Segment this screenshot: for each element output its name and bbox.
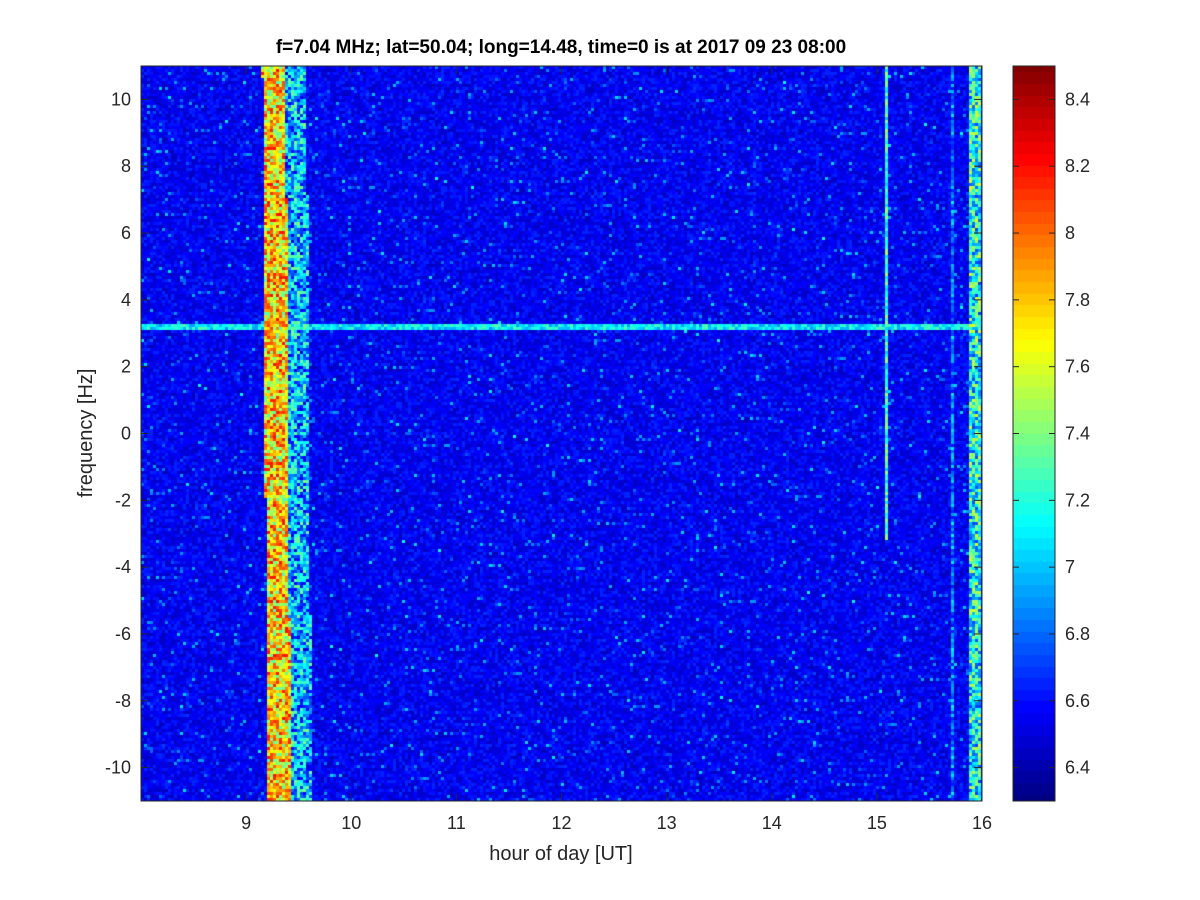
- y-tick-label: -6: [115, 624, 131, 644]
- y-tick-label: -8: [115, 691, 131, 711]
- colorbar-tick-label: 8.4: [1065, 89, 1090, 109]
- colorbar-tick-label: 6.8: [1065, 624, 1090, 644]
- spectrogram-plot: [140, 65, 983, 802]
- y-tick-label: 6: [121, 223, 131, 243]
- heatmap-canvas: [141, 66, 982, 801]
- colorbar-tick-label: 7.4: [1065, 424, 1090, 444]
- x-tick-label: 10: [341, 813, 361, 833]
- x-tick-label: 11: [447, 813, 466, 833]
- colorbar-tick-label: 6.6: [1065, 691, 1090, 711]
- x-tick-label: 9: [241, 813, 251, 833]
- y-tick-label: 2: [121, 357, 131, 377]
- x-tick-label: 16: [972, 813, 992, 833]
- heatmap-image: [141, 66, 982, 801]
- y-tick-label: -10: [105, 758, 131, 778]
- x-axis-label: hour of day [UT]: [489, 843, 632, 865]
- y-tick-label: -2: [115, 490, 131, 510]
- y-tick-label: 8: [121, 156, 131, 176]
- x-tick-label: 15: [867, 813, 887, 833]
- colorbar-tick-label: 7.8: [1065, 290, 1090, 310]
- colorbar: 6.4 6.6 6.8 7 7.2 7.4 7.6 7.8 8 8.2 8.4: [1012, 65, 1090, 802]
- x-tick-label: 12: [551, 813, 571, 833]
- x-tick-label: 14: [762, 813, 782, 833]
- x-axis: 9 10 11 12 13 14 15 16: [241, 66, 992, 833]
- colorbar-gradient: [1013, 66, 1055, 801]
- colorbar-tick-label: 7.2: [1065, 490, 1090, 510]
- x-tick-label: 13: [657, 813, 677, 833]
- chart-title: f=7.04 MHz; lat=50.04; long=14.48, time=…: [276, 37, 846, 58]
- y-tick-label: -4: [115, 557, 131, 577]
- y-axis: -10 -8 -6 -4 -2 0 2 4 6 8 10: [105, 89, 982, 778]
- y-tick-label: 4: [121, 290, 131, 310]
- y-tick-label: 0: [121, 424, 131, 444]
- y-axis-label: frequency [Hz]: [75, 369, 97, 498]
- colorbar-canvas: [1013, 66, 1055, 801]
- colorbar-tick-label: 7.6: [1065, 357, 1090, 377]
- colorbar-tick-label: 7: [1065, 557, 1075, 577]
- colorbar-tick-label: 8.2: [1065, 156, 1090, 176]
- colorbar-tick-label: 6.4: [1065, 758, 1090, 778]
- y-tick-label: 10: [111, 89, 131, 109]
- colorbar-ticks: 6.4 6.6 6.8 7 7.2 7.4 7.6 7.8 8 8.2 8.4: [1013, 89, 1090, 778]
- colorbar-tick-label: 8: [1065, 223, 1075, 243]
